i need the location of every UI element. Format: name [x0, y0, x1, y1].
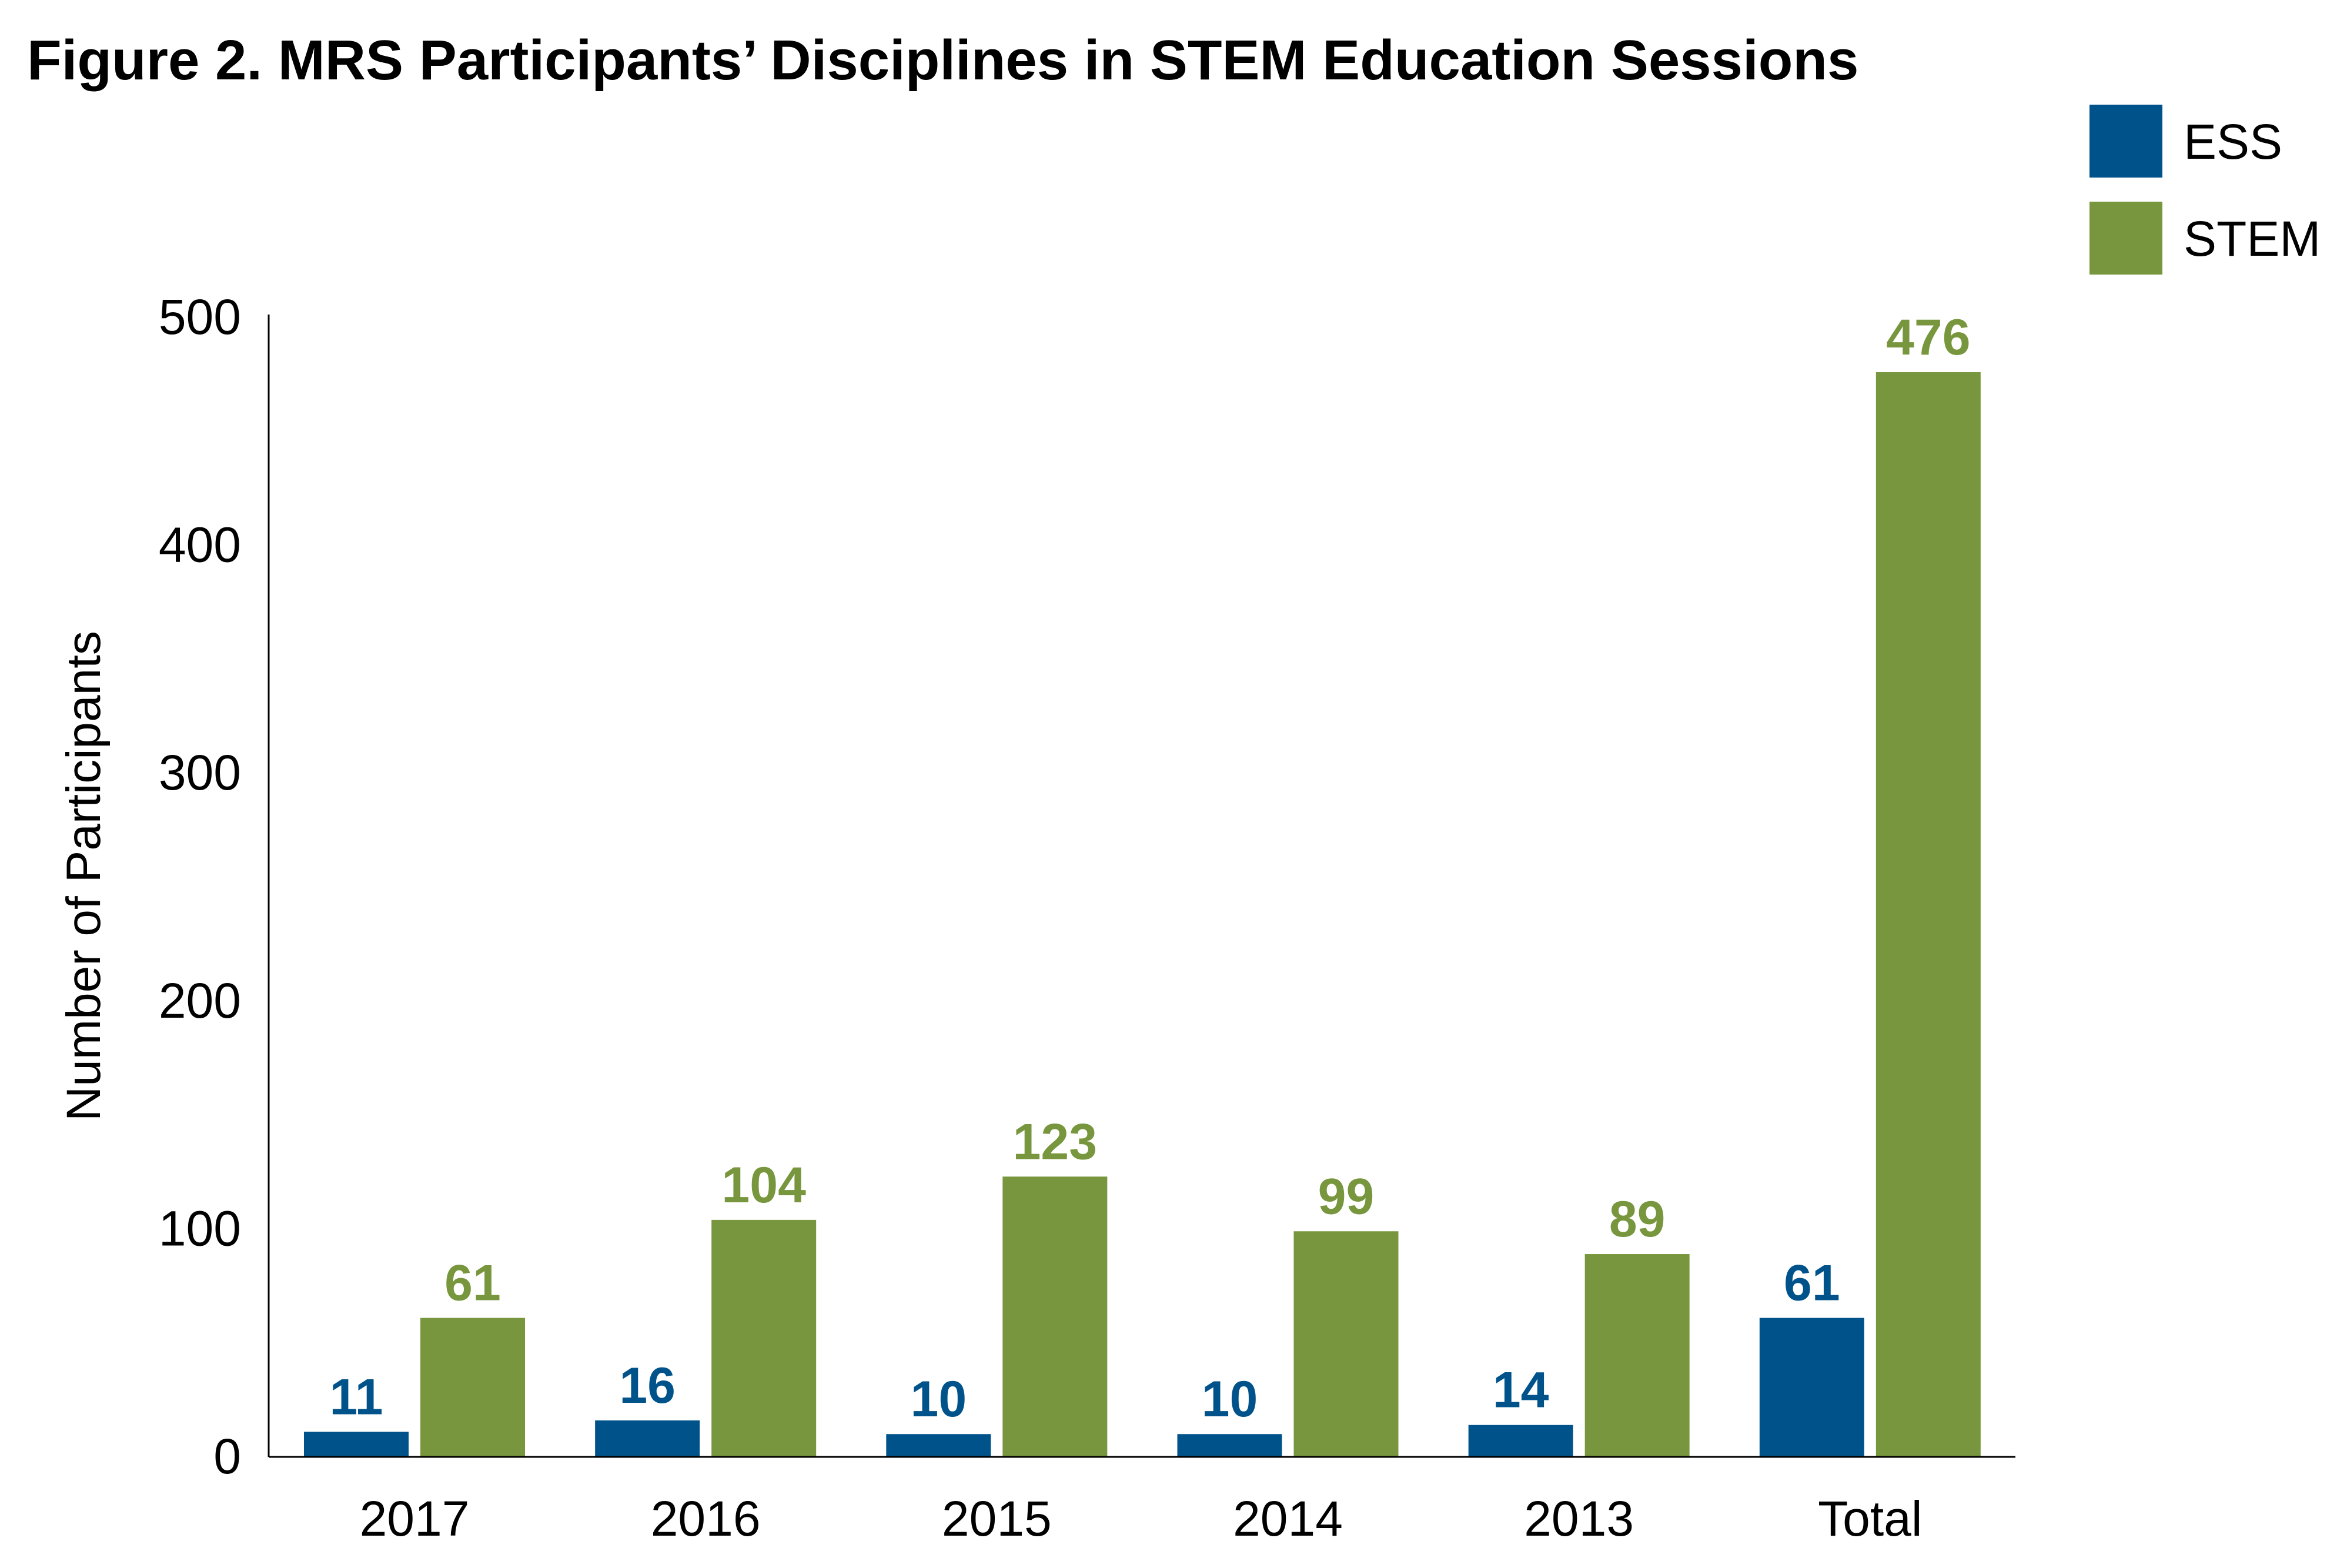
x-tick-label: 2017 — [360, 1491, 470, 1546]
data-label-stem-2015: 123 — [1013, 1114, 1098, 1170]
chart-title: Figure 2. MRS Participants’ Disciplines … — [27, 29, 1858, 92]
bar-ess-2013 — [1468, 1425, 1573, 1457]
y-axis-label: Number of Participants — [57, 631, 111, 1121]
legend-label-ess: ESS — [2184, 114, 2282, 169]
y-tick-label: 0 — [213, 1429, 241, 1484]
data-label-stem-2014: 99 — [1318, 1168, 1375, 1225]
bar-stem-2015 — [1002, 1176, 1108, 1457]
x-tick-label: 2013 — [1524, 1491, 1634, 1546]
x-tick-label: 2016 — [651, 1491, 761, 1546]
x-tick-label: 2015 — [942, 1491, 1052, 1546]
bar-stem-2016 — [711, 1219, 817, 1457]
data-label-stem-total: 476 — [1886, 309, 1971, 366]
legend: ESS STEM — [2089, 105, 2321, 275]
y-tick-label: 400 — [159, 517, 241, 573]
y-tick-label: 300 — [159, 745, 241, 800]
x-tick-label: Total — [1818, 1491, 1922, 1546]
data-label-ess-2014: 10 — [1202, 1371, 1258, 1427]
data-label-stem-2017: 61 — [444, 1255, 501, 1312]
bar-ess-total — [1759, 1318, 1864, 1457]
bar-stem-2014 — [1293, 1231, 1399, 1457]
y-axis-ticks: 0 100 200 300 400 500 — [159, 289, 241, 1484]
x-axis-ticks: 2017 2016 2015 2014 2013 Total — [360, 1491, 1923, 1546]
y-tick-label: 200 — [159, 973, 241, 1028]
legend-label-stem: STEM — [2184, 211, 2321, 266]
x-tick-label: 2014 — [1233, 1491, 1343, 1546]
data-label-ess-2015: 10 — [910, 1371, 967, 1427]
bar-stem-2017 — [420, 1318, 525, 1457]
data-label-ess-total: 61 — [1784, 1255, 1840, 1312]
bar-ess-2016 — [595, 1420, 700, 1457]
y-tick-label: 100 — [159, 1201, 241, 1256]
data-label-ess-2017: 11 — [330, 1369, 383, 1425]
data-labels: 11 61 16 104 10 123 10 99 14 89 61 476 — [330, 309, 1971, 1427]
y-tick-label: 500 — [159, 289, 241, 345]
data-label-ess-2016: 16 — [619, 1358, 676, 1414]
legend-swatch-stem — [2089, 202, 2162, 275]
legend-swatch-ess — [2089, 105, 2162, 178]
bar-stem-total — [1875, 372, 1981, 1457]
bar-ess-2015 — [886, 1434, 991, 1457]
bars — [304, 372, 1981, 1457]
bar-ess-2017 — [304, 1432, 409, 1457]
data-label-stem-2013: 89 — [1609, 1191, 1666, 1248]
data-label-stem-2016: 104 — [721, 1157, 806, 1213]
bar-ess-2014 — [1177, 1434, 1282, 1457]
data-label-ess-2013: 14 — [1493, 1362, 1549, 1419]
bar-stem-2013 — [1584, 1254, 1690, 1457]
